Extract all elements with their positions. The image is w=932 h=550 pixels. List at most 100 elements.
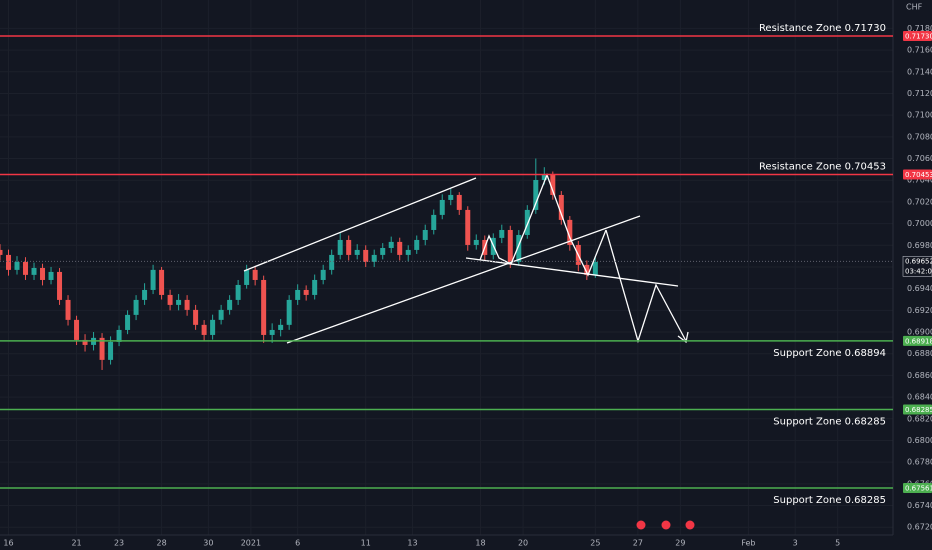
zone-label: Support Zone 0.68285 [773,495,886,506]
price-badge [903,30,932,41]
y-tick-label: 0.68600 [907,371,932,380]
x-tick-label: 29 [675,539,685,548]
last-price-label: 0.69652 [905,257,932,265]
x-tick-label: 25 [590,539,600,548]
y-tick-label: 0.69000 [907,328,932,337]
drawings [243,173,689,344]
candle-body [448,194,454,200]
event-icon[interactable] [661,520,671,530]
price-badge-label: 0.68285 [905,406,932,414]
y-tick-label: 0.70000 [907,219,932,228]
price-badge-label: 0.68918 [905,337,932,345]
y-tick-label: 0.71600 [907,46,932,55]
y-tick-label: 0.71800 [907,24,932,33]
countdown-label: 03:42:03 [905,267,932,275]
price-badge [903,404,932,415]
candles [0,158,598,370]
candle-body [295,289,301,300]
zone-label: Resistance Zone 0.71730 [759,23,886,34]
x-tick-label: Feb [741,539,755,548]
price-badge [903,335,932,346]
x-tick-label: 20 [518,539,528,548]
candle-body [439,199,445,215]
candle-body [252,269,258,280]
y-tick-label: 0.71200 [907,89,932,98]
candle-body [354,249,360,255]
candle-body [303,289,309,295]
candle-body [23,261,29,275]
candle-body [167,294,173,305]
y-tick-label: 0.68400 [907,393,932,402]
candle-body [405,249,411,255]
candle-body [184,299,190,310]
price-badge-label: 0.70453 [905,171,932,179]
x-tick-label: 21 [71,539,81,548]
y-tick-label: 0.71400 [907,67,932,76]
y-tick-label: 0.68000 [907,436,932,445]
candle-body [176,299,182,305]
candle-body [57,271,63,300]
candle-body [550,174,556,195]
candle-body [473,239,479,245]
candle-body [414,239,420,250]
currency-label: CHF [906,3,923,12]
candle-body [150,269,156,290]
channel-upper [243,177,477,272]
candle-body [567,219,573,245]
candle-body [456,194,462,210]
candle-body [320,269,326,280]
candle-body [516,234,522,262]
x-tick-label: 6 [295,539,300,548]
price-badge-label: 0.67561 [905,485,932,493]
candle-body [125,314,131,330]
y-tick-label: 0.68800 [907,349,932,358]
candle-body [65,299,71,320]
candle-body [116,329,122,342]
event-icon[interactable] [685,520,695,530]
y-tick-label: 0.69200 [907,306,932,315]
candle-body [201,324,207,335]
candle-body [422,229,428,240]
event-icon[interactable] [636,520,646,530]
y-tick-label: 0.70400 [907,176,932,185]
candle-body [541,174,547,180]
candle-body [210,319,216,335]
y-tick-label: 0.68200 [907,414,932,423]
candle-body [48,271,54,280]
candle-body [380,247,386,255]
candle-body [558,194,564,220]
x-tick-label: 2021 [241,539,261,548]
projection-arrow [677,331,689,344]
candle-body [14,261,20,270]
candle-body [431,214,437,230]
y-tick-label: 0.69800 [907,241,932,250]
candle-body [499,229,505,238]
candle-body [0,249,3,255]
candle-body [235,284,241,300]
x-tick-label: 16 [3,539,13,548]
candle-body [388,241,394,248]
x-tick-label: 11 [361,539,371,548]
x-tick-label: 13 [407,539,417,548]
x-tick-label: 3 [793,539,798,548]
candle-body [337,239,343,255]
y-tick-label: 0.70600 [907,154,932,163]
y-tick-label: 0.67400 [907,501,932,510]
y-tick-label: 0.69400 [907,284,932,293]
candle-body [74,319,80,340]
neckline [465,257,679,287]
x-tick-label: 5 [835,539,840,548]
candle-body [533,179,539,210]
y-tick-label: 0.67200 [907,523,932,532]
axes: 0.672000.674000.676000.678000.680000.682… [0,23,932,548]
y-tick-label: 0.67800 [907,458,932,467]
x-tick-label: 27 [633,539,643,548]
zone-label: Resistance Zone 0.70453 [759,161,886,172]
candle-body [244,269,250,285]
candle-body [507,229,513,262]
candle-body [108,341,114,360]
candle-body [82,339,88,345]
price-badge [903,169,932,180]
